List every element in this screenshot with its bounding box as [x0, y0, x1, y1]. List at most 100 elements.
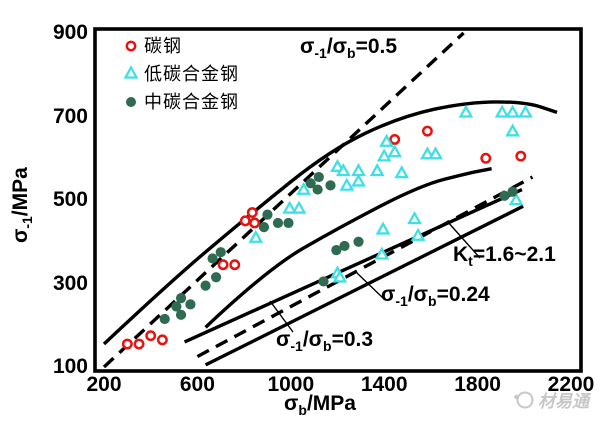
data-point-open-triangle — [369, 163, 385, 177]
data-points-layer — [121, 104, 533, 350]
data-point-filled-circle — [353, 236, 364, 247]
data-point-open-triangle — [508, 192, 524, 206]
data-point-open-triangle — [379, 133, 394, 147]
watermark-text: 材易通 — [538, 392, 589, 411]
data-point-filled-circle — [175, 309, 187, 320]
data-point-open-triangle — [505, 123, 520, 137]
data-point-filled-circle — [185, 299, 196, 310]
data-point-open-circle — [389, 134, 401, 145]
ratio-0.5-line — [102, 31, 465, 369]
data-point-filled-circle — [215, 247, 226, 258]
y-tick-label: 500 — [52, 188, 88, 211]
data-point-open-circle — [246, 207, 258, 218]
data-point-open-triangle — [407, 211, 422, 225]
reference-lines-layer — [102, 31, 558, 369]
data-point-filled-circle — [272, 217, 284, 229]
legend-label: 低碳合金钢 — [144, 64, 239, 84]
legend-label: 中碳合金钢 — [144, 92, 239, 112]
data-point-filled-circle — [331, 245, 342, 256]
y-tick-label: 100 — [52, 355, 88, 378]
data-point-open-circle — [145, 330, 157, 342]
data-point-open-triangle — [282, 200, 297, 214]
x-tick-label: 2200 — [547, 373, 595, 396]
data-point-open-circle — [249, 217, 261, 229]
watermark: 材易通 — [512, 387, 589, 412]
data-point-open-triangle — [332, 269, 348, 283]
upper-bound-curve — [102, 100, 558, 346]
data-point-open-triangle — [374, 246, 390, 260]
data-point-filled-circle — [175, 293, 187, 304]
ratio03-pointer-line — [269, 300, 294, 333]
plot-frame — [93, 27, 583, 373]
data-point-open-triangle — [335, 163, 351, 177]
data-point-filled-circle — [312, 184, 323, 195]
open-triangle-icon — [118, 65, 144, 81]
data-point-filled-circle — [305, 178, 316, 189]
x-tick-label: 600 — [179, 373, 215, 396]
x-tick-label: 1800 — [454, 373, 501, 396]
data-point-filled-circle — [499, 190, 510, 201]
data-point-filled-circle — [318, 276, 329, 287]
data-point-filled-circle — [507, 186, 518, 197]
legend: 碳钢 低碳合金钢 中碳合金钢 — [118, 31, 239, 115]
data-point-open-triangle — [339, 177, 355, 191]
data-point-open-triangle — [420, 146, 435, 160]
data-point-filled-circle — [207, 253, 218, 264]
ratio024-pointer-line — [356, 272, 385, 300]
data-point-open-circle — [480, 152, 492, 164]
data-point-open-circle — [121, 338, 133, 350]
band-dashed — [196, 175, 534, 359]
data-point-open-triangle — [458, 104, 474, 118]
x-tick-label: 1400 — [360, 373, 408, 396]
data-point-filled-circle — [200, 280, 211, 291]
data-point-filled-circle — [313, 171, 324, 183]
data-point-open-circle — [515, 150, 527, 162]
band-lower-solid — [204, 204, 524, 367]
data-point-open-circle — [133, 338, 145, 350]
data-point-open-triangle — [518, 104, 533, 118]
y-tick-label: 300 — [52, 271, 88, 295]
data-point-open-circle — [156, 334, 168, 346]
annotation-ratio-0.5: σ-1/σb=0.5 — [300, 35, 398, 62]
legend-item-low-carbon-alloy: 低碳合金钢 — [118, 59, 239, 87]
legend-item-carbon-steel: 碳钢 — [118, 31, 239, 59]
data-point-open-triangle — [291, 200, 307, 214]
data-point-open-circle — [217, 259, 229, 271]
data-point-filled-circle — [339, 240, 350, 252]
data-point-open-triangle — [351, 173, 366, 187]
band-upper-solid — [183, 188, 523, 344]
filled-circle-icon — [118, 93, 144, 109]
open-circle-icon — [118, 37, 144, 53]
data-point-open-triangle — [428, 146, 443, 160]
data-point-open-circle — [421, 125, 433, 137]
x-tick-label: 1000 — [267, 373, 315, 396]
annotation-ratio-0.3: σ-1/σb=0.3 — [276, 328, 374, 355]
data-point-filled-circle — [159, 313, 170, 325]
data-point-open-triangle — [505, 104, 520, 118]
data-point-filled-circle — [171, 301, 182, 312]
legend-item-medium-carbon-alloy: 中碳合金钢 — [118, 87, 239, 115]
data-point-open-triangle — [394, 165, 410, 179]
annotation-ratio-0.24: σ-1/σb=0.24 — [381, 283, 490, 310]
x-tick-label: 200 — [86, 373, 122, 396]
watermark-logo-icon — [514, 391, 534, 408]
data-point-open-triangle — [410, 227, 426, 241]
middle-bound-curve — [204, 167, 492, 329]
data-point-open-triangle — [494, 104, 510, 118]
y-axis-title: σ-1/MPa — [8, 167, 36, 244]
data-point-open-circle — [239, 215, 251, 227]
data-point-open-triangle — [376, 148, 392, 162]
kt-pointer-line — [446, 220, 481, 259]
data-point-filled-circle — [210, 272, 222, 283]
data-point-open-circle — [229, 259, 241, 271]
data-point-filled-circle — [262, 209, 273, 220]
data-point-open-triangle — [296, 181, 312, 195]
y-tick-label: 700 — [52, 104, 88, 128]
data-point-filled-circle — [283, 217, 294, 229]
data-point-open-triangle — [248, 229, 264, 243]
x-axis-title: σb/MPa — [284, 392, 356, 419]
legend-label: 碳钢 — [144, 36, 182, 56]
annotation-kt-range: Kt=1.6~2.1 — [453, 243, 556, 270]
